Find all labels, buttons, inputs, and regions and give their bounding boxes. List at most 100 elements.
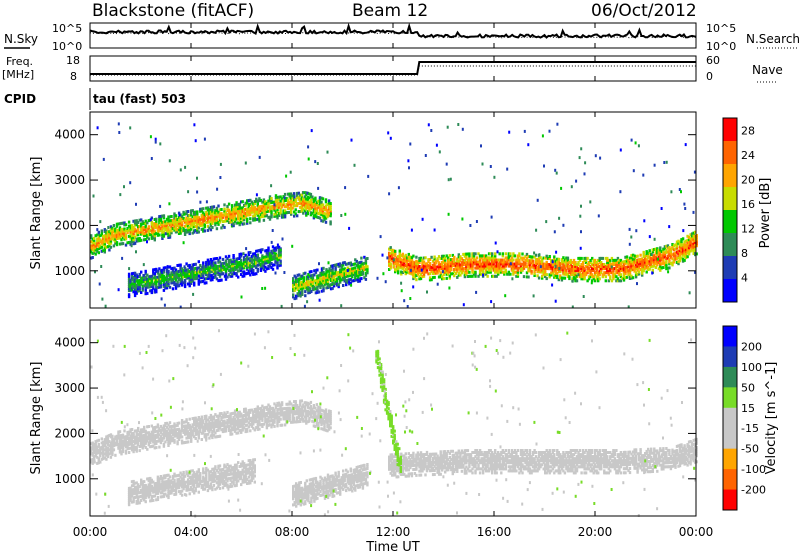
power-cell xyxy=(267,260,270,264)
power-cell xyxy=(212,219,216,223)
power-cell xyxy=(456,259,459,263)
power-cell xyxy=(424,266,427,270)
power-cell xyxy=(143,280,146,284)
velocity-cell xyxy=(203,417,206,420)
power-cell xyxy=(259,215,263,219)
velocity-cell xyxy=(183,428,187,432)
velocity-cell xyxy=(238,412,241,416)
velocity-cell xyxy=(197,430,200,434)
power-cell xyxy=(170,275,173,279)
power-cell xyxy=(135,233,138,237)
power-cell xyxy=(137,285,140,289)
power-cell xyxy=(150,226,153,230)
power-cell xyxy=(351,271,354,275)
power-cell xyxy=(612,269,615,273)
power-cell xyxy=(174,230,178,234)
power-cell xyxy=(132,276,135,279)
power-cell xyxy=(229,216,232,220)
power-cell xyxy=(133,229,137,233)
power-cell xyxy=(471,252,474,256)
power-cell xyxy=(431,276,435,280)
power-cell xyxy=(223,213,226,217)
power-cell xyxy=(305,213,308,217)
power-cell xyxy=(223,209,226,213)
power-cell xyxy=(158,279,161,283)
power-cell xyxy=(301,282,304,286)
power-cell xyxy=(259,248,263,252)
power-cell xyxy=(575,265,579,268)
power-cell xyxy=(179,269,182,273)
power-cell xyxy=(133,235,137,239)
power-speckle xyxy=(344,186,347,190)
power-cell xyxy=(434,261,438,265)
power-cell xyxy=(188,284,191,288)
velocity-cell xyxy=(230,426,234,430)
power-cell xyxy=(563,258,567,262)
power-cell xyxy=(230,224,234,228)
power-cell xyxy=(212,263,216,267)
velocity-cell xyxy=(209,415,213,419)
velocity-cell xyxy=(171,432,175,436)
power-speckle xyxy=(270,184,273,188)
power-cell xyxy=(694,251,697,255)
power-cell xyxy=(283,215,287,219)
velocity-cell xyxy=(211,417,214,421)
power-cell xyxy=(331,268,334,272)
power-cell xyxy=(153,230,156,234)
power-cell xyxy=(174,220,178,224)
power-cell xyxy=(660,258,663,262)
power-cell xyxy=(277,249,281,253)
power-cell xyxy=(475,266,479,270)
power-cell xyxy=(262,264,266,268)
power-cell xyxy=(604,271,607,275)
power-cell xyxy=(680,256,683,260)
power-cell xyxy=(209,260,213,264)
power-cell xyxy=(445,254,448,258)
power-cell xyxy=(297,210,300,214)
power-cell xyxy=(342,273,345,277)
power-cell xyxy=(296,191,299,195)
power-cell xyxy=(303,205,306,209)
power-cell xyxy=(250,258,253,262)
power-cell xyxy=(318,212,322,216)
velocity-cell xyxy=(105,453,108,457)
power-cell xyxy=(391,252,394,256)
power-cell xyxy=(580,263,583,266)
power-cell xyxy=(253,216,256,220)
velocity-cell xyxy=(91,451,94,455)
velocity-cell xyxy=(194,424,197,428)
power-cell xyxy=(220,270,223,274)
power-cell xyxy=(203,271,206,275)
power-cell xyxy=(268,215,272,219)
power-cell xyxy=(144,275,147,279)
power-cell xyxy=(625,269,629,273)
velocity-cell xyxy=(97,442,100,446)
power-cell xyxy=(217,268,220,272)
power-cell xyxy=(683,240,686,244)
velocity-cell xyxy=(144,446,147,449)
power-cell xyxy=(211,274,214,278)
velocity-cell xyxy=(237,431,240,435)
power-cell xyxy=(130,278,134,282)
power-cell xyxy=(244,213,247,217)
power-cell xyxy=(504,264,507,268)
power-cell xyxy=(252,208,255,212)
power-cell xyxy=(127,274,131,278)
power-cell xyxy=(550,261,553,265)
power-cell xyxy=(448,264,451,268)
power-cell xyxy=(177,232,181,235)
velocity-cell xyxy=(133,439,137,443)
power-cell xyxy=(326,279,330,283)
velocity-cell xyxy=(190,431,193,435)
power-cell xyxy=(153,288,156,292)
power-cell xyxy=(156,269,160,273)
power-cell xyxy=(238,267,241,271)
power-cell xyxy=(606,261,609,264)
power-cell xyxy=(211,209,214,213)
velocity-cell xyxy=(97,438,100,442)
power-cell xyxy=(634,265,638,269)
power-cell xyxy=(262,208,266,212)
power-cell xyxy=(504,260,507,264)
power-speckle xyxy=(410,228,413,232)
power-cell xyxy=(358,273,362,277)
